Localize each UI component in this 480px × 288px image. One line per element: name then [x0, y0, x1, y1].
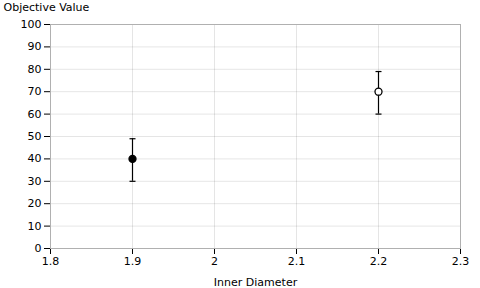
svg-text:Inner Diameter: Inner Diameter — [214, 276, 298, 288]
svg-text:2.2: 2.2 — [370, 255, 388, 268]
svg-text:70: 70 — [28, 85, 42, 98]
svg-text:2: 2 — [211, 255, 218, 268]
svg-text:2.1: 2.1 — [288, 255, 306, 268]
svg-text:0: 0 — [35, 242, 42, 255]
svg-text:80: 80 — [28, 63, 42, 76]
svg-text:60: 60 — [28, 108, 42, 121]
svg-text:2.3: 2.3 — [452, 255, 470, 268]
svg-text:30: 30 — [28, 175, 42, 188]
svg-text:1.8: 1.8 — [42, 255, 60, 268]
svg-text:90: 90 — [28, 40, 42, 53]
svg-text:50: 50 — [28, 130, 42, 143]
svg-text:100: 100 — [21, 18, 42, 31]
svg-text:40: 40 — [28, 152, 42, 165]
svg-text:Objective Value: Objective Value — [4, 1, 90, 14]
svg-text:1.9: 1.9 — [124, 255, 142, 268]
svg-text:10: 10 — [28, 220, 42, 233]
svg-text:20: 20 — [28, 197, 42, 210]
